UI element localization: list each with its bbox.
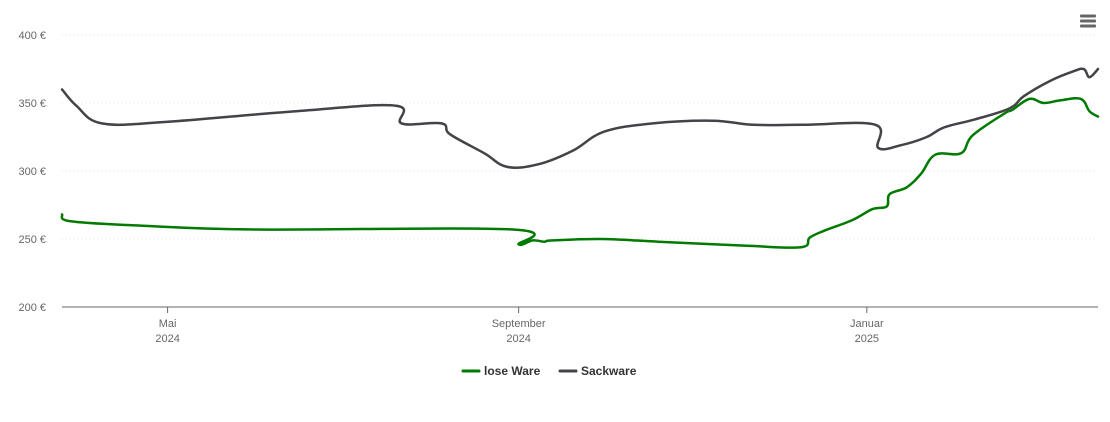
y-tick-label: 250 € <box>18 234 46 246</box>
menu-bar <box>1080 19 1096 23</box>
x-tick-label-month: Januar <box>850 318 884 330</box>
hamburger-menu-icon <box>1080 14 1096 28</box>
x-tick-label-year: 2025 <box>855 333 879 345</box>
series-line-sackware <box>60 67 1100 169</box>
y-tick-label: 300 € <box>18 166 46 178</box>
axis-layer: 400 € 350 € 300 € 250 € 200 € Mai 2024 Septembe… <box>18 30 1098 345</box>
menu-bar <box>1080 24 1096 28</box>
legend-item-lose-ware[interactable]: lose Ware <box>461 364 541 378</box>
x-tick-label-year: 2024 <box>155 333 179 345</box>
x-tick-label-month: Mai <box>159 318 177 330</box>
y-tick-label: 400 € <box>18 30 46 42</box>
y-tick-label: 350 € <box>18 98 46 110</box>
y-tick-label: 200 € <box>18 302 46 314</box>
x-tick-label-month: September <box>492 318 546 330</box>
x-tick-label-year: 2024 <box>506 333 530 345</box>
chart-menu-button[interactable] <box>1074 10 1102 34</box>
grid-layer <box>62 34 1098 240</box>
legend-item-sackware[interactable]: Sackware <box>558 364 637 378</box>
legend-label: lose Ware <box>484 364 541 378</box>
menu-bar <box>1080 14 1096 18</box>
legend: lose Ware Sackware <box>461 364 637 378</box>
series-line-lose-ware <box>60 96 1100 249</box>
legend-label: Sackware <box>581 364 637 378</box>
series-layer <box>60 67 1100 249</box>
